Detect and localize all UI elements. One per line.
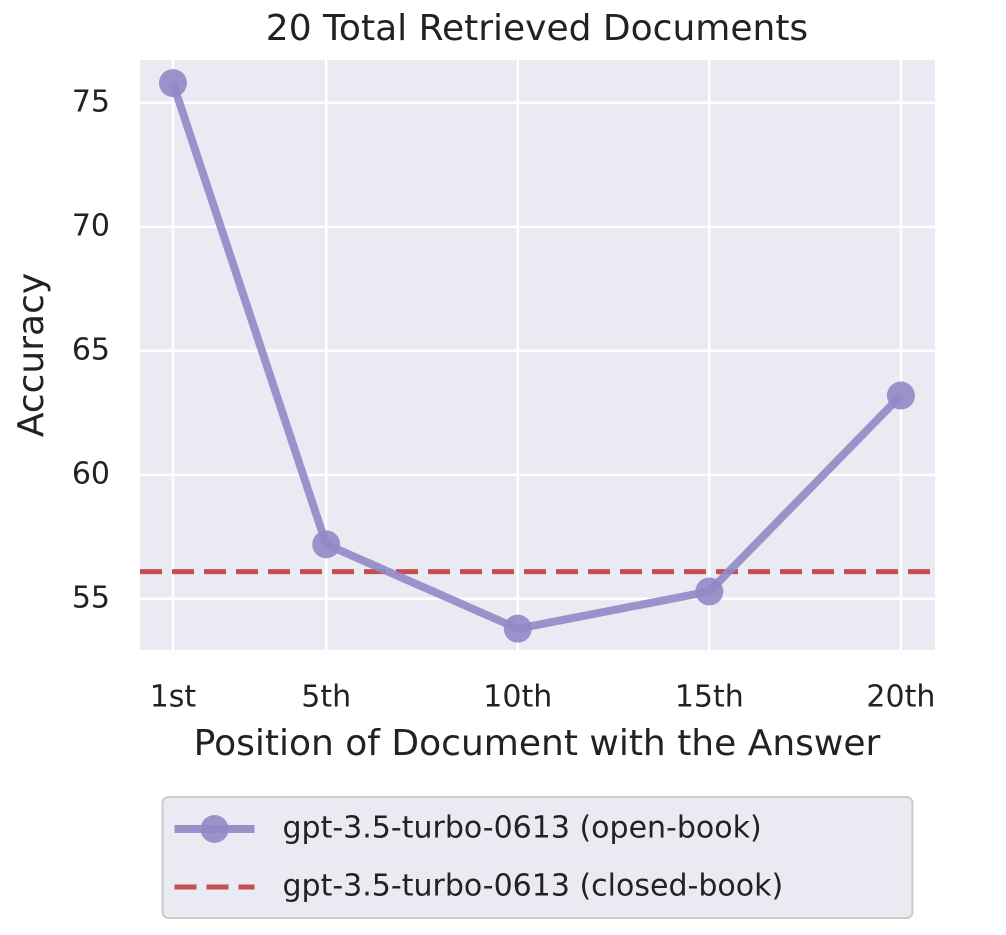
legend-box xyxy=(161,796,914,919)
y-axis-label: Accuracy xyxy=(11,273,52,437)
legend-marker xyxy=(200,815,229,843)
legend-label: gpt-3.5-turbo-0613 (closed-book) xyxy=(283,869,784,904)
x-tick-label: 15th xyxy=(675,680,744,715)
x-tick-label: 5th xyxy=(301,680,351,715)
y-tick-label: 60 xyxy=(72,456,110,491)
y-tick-label: 75 xyxy=(72,84,110,119)
data-point xyxy=(695,577,724,606)
x-tick-label: 1st xyxy=(150,680,197,715)
x-tick-label: 10th xyxy=(483,680,552,715)
data-point xyxy=(312,530,341,559)
y-tick-label: 65 xyxy=(72,332,110,367)
chart-title: 20 Total Retrieved Documents xyxy=(266,8,808,49)
y-tick-label: 70 xyxy=(72,208,110,243)
legend-label: gpt-3.5-turbo-0613 (open-book) xyxy=(283,811,762,846)
x-axis-label: Position of Document with the Answer xyxy=(194,723,881,764)
data-point xyxy=(158,69,187,98)
data-point xyxy=(886,381,915,410)
data-point xyxy=(503,614,532,643)
plot-area xyxy=(140,60,935,650)
y-tick-label: 55 xyxy=(72,580,110,615)
x-tick-label: 20th xyxy=(866,680,935,715)
